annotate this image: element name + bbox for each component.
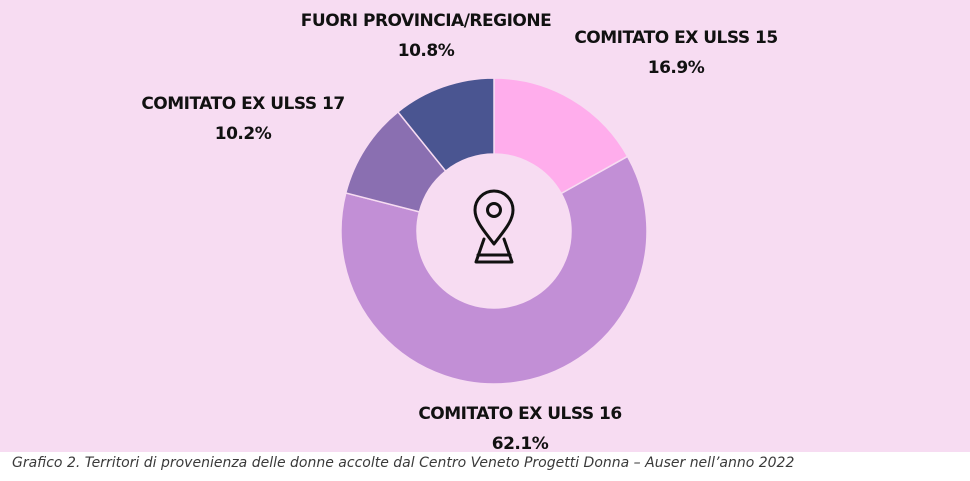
donut-hole (417, 154, 571, 308)
slice-label-ulss17: COMITATO EX ULSS 17 10.2% (141, 94, 345, 144)
slice-value: 62.1% (491, 434, 549, 454)
slice-label-ulss15: COMITATO EX ULSS 15 16.9% (574, 28, 778, 78)
slice-value: 16.9% (647, 58, 705, 78)
slice-label-fuori-provincia: FUORI PROVINCIA/REGIONE 10.8% (300, 11, 552, 61)
chart-caption: Grafico 2. Territori di provenienza dell… (12, 455, 795, 471)
slice-name: FUORI PROVINCIA/REGIONE (300, 11, 552, 31)
slice-label-ulss16: COMITATO EX ULSS 16 62.1% (418, 404, 622, 454)
slice-name: COMITATO EX ULSS 17 (141, 94, 345, 114)
slice-value: 10.8% (397, 41, 455, 61)
donut-chart (340, 77, 648, 385)
slice-name: COMITATO EX ULSS 15 (574, 28, 778, 48)
slice-name: COMITATO EX ULSS 16 (418, 404, 622, 424)
donut-slices (340, 77, 648, 385)
slice-value: 10.2% (214, 124, 272, 144)
map-pin-icon (473, 189, 515, 264)
